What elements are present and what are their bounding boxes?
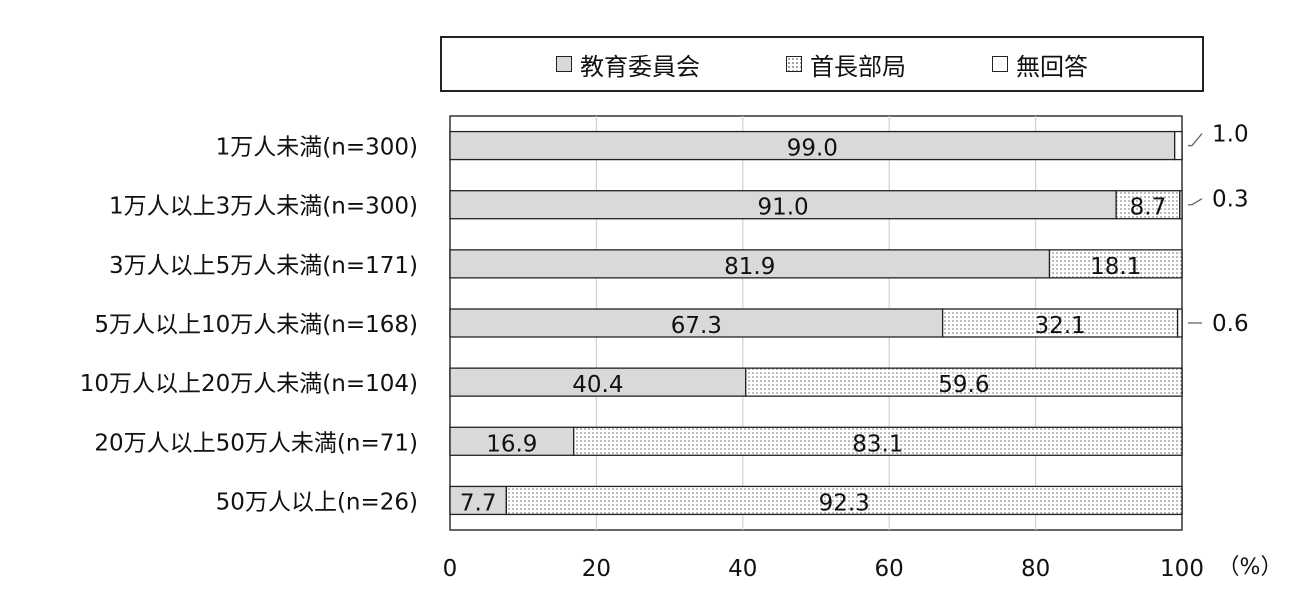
category-label: 20万人以上50万人未満(n=71) [94,430,418,456]
data-label: 1.0 [1212,122,1249,148]
x-tick-label: 100 [1160,556,1204,582]
data-label: 7.7 [460,490,497,516]
bar-segment [449,190,1117,220]
data-label: 0.3 [1212,187,1249,213]
data-label: 81.9 [724,254,775,280]
data-label: 8.7 [1130,195,1167,221]
data-label: 32.1 [1035,313,1086,339]
bar-segment [505,485,1183,516]
bar-segment [449,367,747,397]
callout-line [1188,198,1203,206]
legend-label: 教育委員会 [580,52,700,81]
x-tick-label: 20 [582,556,611,582]
callout-line [1188,133,1203,147]
legend-item-no-answer: 無回答 [992,47,1088,82]
legend-label: 首長部局 [810,52,906,81]
category-label: 1万人以上3万人未満(n=300) [109,194,418,220]
x-tick-label: 60 [875,556,904,582]
data-label: 18.1 [1090,254,1141,280]
data-label: 83.1 [852,431,903,457]
x-axis-unit: （%） [1218,555,1283,580]
legend-swatch-grey [556,56,572,72]
chart-legend: 教育委員会 首長部局 無回答 [440,36,1204,92]
bar-segment [1115,190,1181,220]
category-label: 50万人以上(n=26) [216,489,418,515]
x-tick-label: 80 [1021,556,1050,582]
bar-segment [449,130,1176,161]
bar-segment [573,426,1183,456]
data-label: 67.3 [671,313,722,339]
legend-item-mayor-department: 首長部局 [786,47,906,82]
data-label: 59.6 [938,372,989,398]
data-label: 16.9 [486,431,537,457]
bar-segment [1048,249,1183,279]
data-label: 0.6 [1212,311,1249,337]
data-label: 99.0 [787,136,838,162]
category-label: 1万人未満(n=300) [216,135,418,161]
bar-segment [745,367,1183,397]
bar-segment [449,426,575,456]
legend-swatch-dotted [786,56,802,72]
legend-swatch-white [992,56,1008,72]
category-label: 5万人以上10万人未満(n=168) [94,312,418,338]
bar-segment [1174,130,1183,161]
bar-segment [1179,190,1183,220]
data-label: 92.3 [819,490,870,516]
bar-segment [1176,308,1183,338]
data-label: 91.0 [757,195,808,221]
x-tick-label: 0 [443,556,458,582]
data-label: 40.4 [572,372,623,398]
legend-item-board-of-education: 教育委員会 [556,47,700,82]
category-label: 10万人以上20万人未満(n=104) [80,371,418,397]
category-label: 3万人以上5万人未満(n=171) [109,253,418,279]
legend-label: 無回答 [1016,52,1088,81]
bar-segment [941,308,1179,338]
x-tick-label: 40 [728,556,757,582]
bar-segment [449,249,1051,279]
